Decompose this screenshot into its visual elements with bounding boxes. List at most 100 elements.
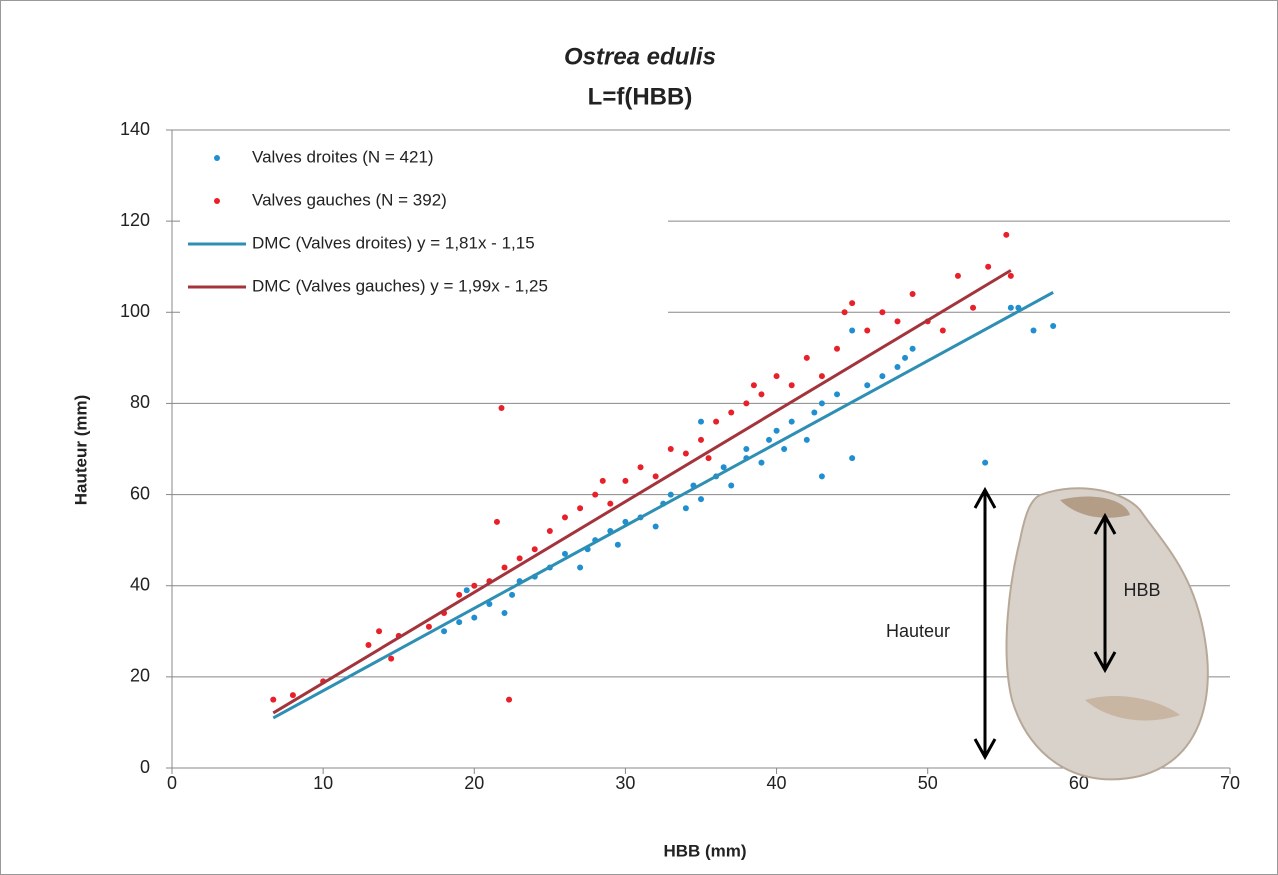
x-tick-label: 20	[464, 773, 484, 793]
point	[743, 400, 750, 407]
point	[1030, 327, 1037, 334]
shell-scar	[1085, 695, 1180, 721]
point	[456, 619, 463, 626]
point	[728, 409, 735, 416]
arrow-heads	[973, 486, 997, 761]
y-tick-label: 100	[120, 301, 150, 321]
point	[441, 628, 448, 635]
point	[471, 614, 478, 621]
point	[471, 582, 478, 589]
x-tick-label: 30	[615, 773, 635, 793]
point	[614, 541, 621, 548]
point	[834, 345, 841, 352]
point	[493, 518, 500, 525]
point	[909, 291, 916, 298]
point	[788, 418, 795, 425]
point	[388, 655, 395, 662]
point	[811, 409, 818, 416]
point	[879, 309, 886, 316]
point	[682, 450, 689, 457]
point	[365, 641, 372, 648]
point	[939, 327, 946, 334]
point	[728, 482, 735, 489]
point	[501, 610, 508, 617]
point	[637, 464, 644, 471]
arrow-heads	[1093, 512, 1117, 674]
point	[834, 391, 841, 398]
point	[773, 427, 780, 434]
point	[698, 496, 704, 503]
point	[758, 391, 765, 398]
point	[818, 473, 825, 480]
point	[622, 477, 629, 484]
legend: Valves droites (N = 421) Valves gauches (…	[180, 138, 668, 320]
point	[652, 473, 659, 480]
annotation: HBB	[1123, 580, 1160, 600]
point	[376, 628, 383, 635]
annotation: Hauteur	[886, 621, 950, 641]
point	[509, 591, 516, 598]
chart-title: Ostrea edulis	[564, 43, 716, 70]
point	[561, 514, 568, 521]
legend-swatch	[214, 155, 220, 161]
x-tick-label: 60	[1069, 773, 1089, 793]
point	[577, 564, 584, 571]
point	[902, 354, 909, 361]
point	[849, 300, 856, 307]
point	[970, 304, 977, 311]
legend-box	[180, 138, 668, 320]
x-tick-label: 70	[1220, 773, 1240, 793]
x-tick-label: 50	[918, 773, 938, 793]
y-tick-label: 0	[140, 757, 150, 777]
point	[849, 455, 856, 462]
point	[909, 345, 916, 352]
point	[758, 459, 765, 466]
y-tick-label: 20	[130, 666, 150, 686]
point	[546, 528, 553, 535]
trend-line	[272, 269, 1012, 715]
y-tick-label: 140	[120, 119, 150, 139]
point	[506, 696, 513, 703]
point	[501, 564, 508, 571]
y-tick-label: 120	[120, 210, 150, 230]
point	[463, 587, 470, 594]
point	[879, 373, 886, 380]
point	[425, 623, 432, 630]
point	[803, 436, 810, 443]
point	[985, 263, 992, 270]
point	[667, 446, 674, 452]
point	[743, 446, 750, 452]
point	[705, 455, 712, 462]
point	[1007, 272, 1014, 279]
point	[577, 505, 584, 512]
point	[516, 555, 523, 562]
x-axis-label: HBB (mm)	[663, 841, 746, 860]
point	[1050, 322, 1057, 329]
point	[698, 436, 704, 443]
point	[561, 550, 568, 557]
point	[1003, 231, 1010, 238]
point	[788, 382, 795, 389]
x-tick-label: 0	[167, 773, 177, 793]
point	[456, 591, 463, 598]
point	[750, 382, 757, 389]
point	[773, 373, 780, 380]
shell-hinge	[1060, 496, 1130, 518]
y-tick-label: 60	[130, 483, 150, 503]
point	[766, 436, 773, 443]
point	[803, 354, 810, 361]
point	[667, 491, 674, 498]
point	[713, 418, 720, 425]
point	[849, 327, 856, 334]
legend-label: Valves gauches (N = 392)	[252, 190, 447, 209]
point	[864, 382, 871, 389]
point	[894, 363, 901, 370]
legend-label: Valves droites (N = 421)	[252, 147, 434, 166]
x-tick-label: 10	[313, 773, 333, 793]
point	[270, 696, 277, 703]
trend-line	[272, 291, 1054, 720]
point	[289, 692, 296, 699]
point	[841, 309, 848, 316]
point	[531, 546, 538, 553]
